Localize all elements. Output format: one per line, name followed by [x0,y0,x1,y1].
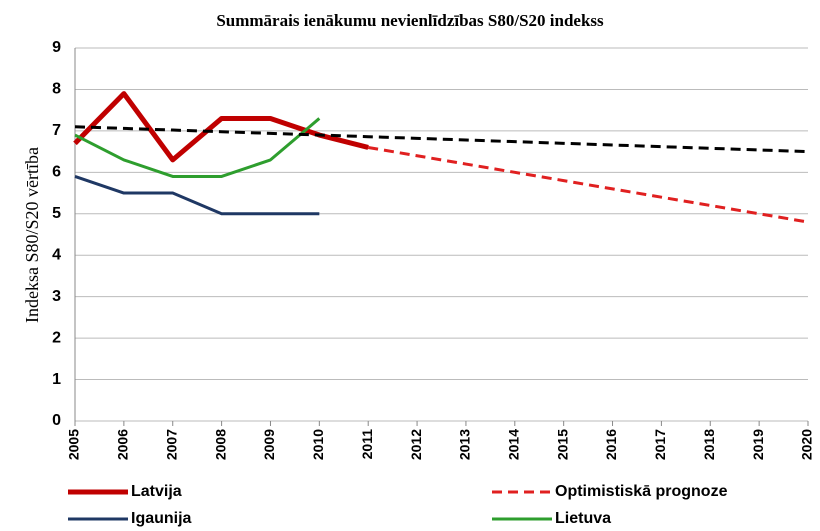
x-tick-label: 2015 [554,429,570,460]
series-line [74,175,320,216]
series-line [74,117,321,178]
series-line [74,125,809,154]
x-tick-label: 2011 [359,429,375,460]
legend-label: Latvija [131,483,182,500]
series-line [367,145,809,224]
y-tick-label: 1 [52,371,61,388]
x-tick-label: 2018 [701,429,717,460]
y-tick-label: 7 [52,122,61,139]
legend-label: Lietuva [555,510,611,527]
y-tick-label: 5 [52,205,61,222]
x-tick-label: 2020 [799,429,815,460]
chart-title: Summārais ienākumu nevienlīdzības S80/S2… [216,11,604,30]
y-tick-label: 3 [52,288,61,305]
y-tick-label: 8 [52,81,61,98]
x-tick-label: 2017 [652,429,668,460]
legend-label: Igaunija [131,510,192,527]
x-tick-label: 2007 [163,429,179,460]
y-tick-label: 2 [52,329,61,346]
y-axis-label: Indeksa S80/S20 vērtība [22,147,42,323]
y-tick-label: 0 [52,412,61,429]
x-tick-label: 2005 [66,429,82,460]
x-tick-label: 2008 [212,429,228,460]
x-tick-label: 2012 [408,429,424,460]
series-line [73,91,369,163]
x-tick-label: 2009 [261,429,277,460]
x-tick-label: 2019 [750,429,766,460]
legend-label: Optimistiskā prognoze [555,483,728,500]
x-tick-label: 2006 [115,429,131,460]
x-tick-label: 2016 [603,429,619,460]
x-tick-label: 2010 [310,429,326,460]
y-tick-label: 9 [52,39,61,56]
y-tick-label: 4 [52,246,61,263]
x-tick-label: 2013 [457,429,473,460]
x-tick-label: 2014 [506,429,522,460]
y-tick-label: 6 [52,164,61,181]
